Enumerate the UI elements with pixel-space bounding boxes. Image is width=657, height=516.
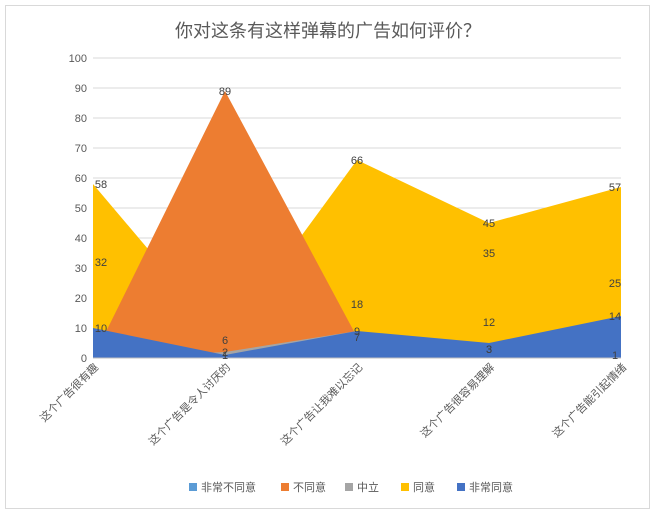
data-label: 89 — [219, 86, 231, 98]
y-tick-label: 80 — [75, 113, 87, 125]
data-label: 9 — [354, 326, 360, 338]
data-label: 45 — [483, 218, 495, 230]
legend-swatch — [281, 483, 289, 491]
data-label: 3 — [486, 344, 492, 356]
data-label: 66 — [351, 155, 363, 167]
data-label: 14 — [609, 311, 621, 323]
data-label: 10 — [95, 323, 107, 335]
data-label: 7 — [354, 332, 360, 344]
y-tick-label: 60 — [75, 173, 87, 185]
area-同意 — [93, 160, 621, 358]
y-tick-label: 30 — [75, 263, 87, 275]
data-label: 6 — [222, 335, 228, 347]
data-label: 1 — [612, 350, 618, 362]
data-label: 25 — [609, 278, 621, 290]
series-areas — [93, 91, 621, 358]
x-tick-label: 这个广告让我难以忘记 — [277, 360, 365, 448]
x-axis: 这个广告很有趣 这个广告是令人讨厌的 这个广告让我难以忘记 这个广告很容易理解 这个广告… — [37, 357, 629, 448]
y-tick-label: 90 — [75, 83, 87, 95]
legend-swatch — [401, 483, 409, 491]
y-tick-label: 100 — [69, 53, 87, 65]
data-label: 18 — [351, 299, 363, 311]
legend-label: 同意 — [413, 480, 435, 494]
legend-swatch — [345, 483, 353, 491]
legend-swatch — [457, 483, 465, 491]
legend: 非常不同意 不同意 中立 同意 非常同意 — [189, 480, 513, 494]
data-label: 57 — [609, 182, 621, 194]
data-label: 1 — [222, 350, 228, 362]
chart-frame: 你对这条有这样弹幕的广告如何评价？ 0 10 20 30 40 50 60 70 80 90 100… — [5, 5, 650, 509]
data-label: 32 — [95, 257, 107, 269]
legend-label: 不同意 — [293, 480, 326, 494]
area-chart: 你对这条有这样弹幕的广告如何评价？ 0102030405060708090100… — [37, 21, 629, 494]
area-不同意 — [93, 91, 621, 358]
chart-title: 你对这条有这样弹幕的广告如何评价？ — [175, 21, 481, 42]
y-axis-ticks: 0 10 20 30 40 50 60 70 80 90 100 — [69, 53, 87, 365]
y-tick-label: 20 — [75, 293, 87, 305]
data-label: 35 — [483, 248, 495, 260]
area-非常同意 — [93, 316, 621, 358]
x-tick-label: 这个广告很有趣 — [37, 360, 101, 424]
data-label: 58 — [95, 179, 107, 191]
data-label: 2 — [222, 347, 228, 359]
y-tick-label: 10 — [75, 323, 87, 335]
y-tick-label: 0 — [81, 353, 87, 365]
data-label: 3 — [486, 344, 492, 356]
legend-swatch — [189, 483, 197, 491]
data-label: 12 — [483, 317, 495, 329]
y-tick-label: 70 — [75, 143, 87, 155]
legend-label: 非常同意 — [469, 480, 513, 494]
legend-label: 非常不同意 — [201, 480, 256, 494]
y-tick-label: 40 — [75, 233, 87, 245]
x-tick-label: 这个广告很容易理解 — [417, 360, 497, 440]
x-tick-label: 这个广告是令人讨厌的 — [145, 360, 233, 448]
x-tick-label: 这个广告能引起情绪 — [549, 360, 629, 440]
y-tick-label: 50 — [75, 203, 87, 215]
legend-label: 中立 — [357, 480, 379, 494]
